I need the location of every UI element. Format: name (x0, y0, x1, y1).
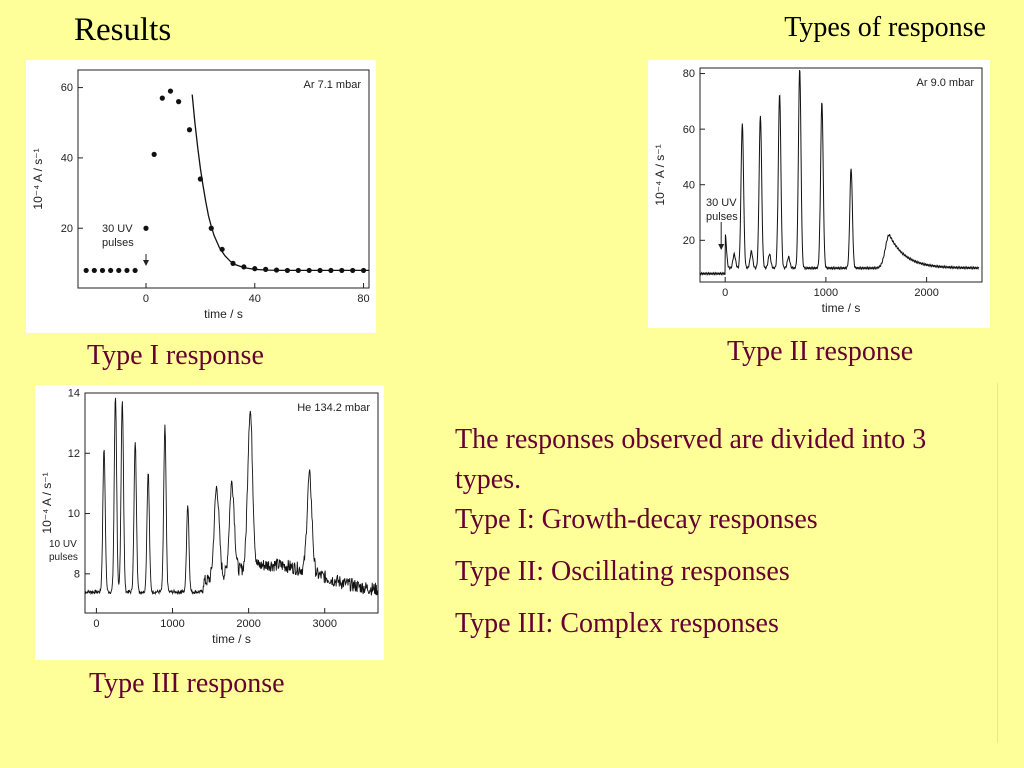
description-item-1: Type I: Growth-decay responses (455, 504, 818, 535)
slide-subtitle: Types of response (784, 12, 986, 43)
y-axis-label: 10⁻⁴ A / s⁻¹ (31, 148, 45, 209)
pulse-arrow-head (718, 244, 725, 250)
x-tick-label: 40 (249, 293, 261, 305)
chart-type1: 0 40 80 20 40 60 time / s 10⁻⁴ A / s⁻¹ Ar 7.1 mb… (31, 69, 370, 321)
description-item-3: Type III: Complex responses (455, 608, 779, 639)
y-tick-label: 60 (683, 124, 695, 136)
caption-type2: Type II response (727, 336, 914, 367)
data-point (91, 267, 97, 274)
y-axis-label: 10⁻⁴ A / s⁻¹ (653, 144, 667, 205)
chart-annotation: Ar 7.1 mbar (304, 79, 362, 91)
chart-type1-panel: 0 40 80 20 40 60 time / s 10⁻⁴ A / s⁻¹ Ar 7.1 mb… (26, 60, 376, 333)
data-point (328, 267, 334, 274)
data-point (230, 260, 236, 266)
data-point (186, 127, 193, 133)
series-line (84, 397, 379, 596)
data-point (350, 267, 356, 274)
x-axis-label: time / s (822, 301, 861, 315)
data-point (252, 266, 258, 272)
series-line (699, 70, 980, 276)
plot-frame (84, 392, 379, 614)
data-point (124, 267, 130, 274)
x-tick-label: 0 (722, 287, 728, 299)
y-tick-label: 80 (683, 68, 695, 80)
pulse-label: 10 UV (49, 539, 77, 550)
x-tick-label: 2000 (236, 618, 260, 630)
y-tick-label: 20 (61, 223, 73, 235)
slide-title: Results (74, 12, 172, 48)
data-point (263, 266, 269, 272)
y-tick-label: 10 (68, 508, 80, 520)
data-point (197, 176, 203, 182)
description: The responses observed are divided into … (455, 420, 975, 644)
data-point (132, 267, 138, 274)
x-tick-label: 3000 (312, 618, 336, 630)
x-axis-label: time / s (212, 632, 251, 646)
data-point (167, 88, 174, 94)
chart-annotation: Ar 9.0 mbar (917, 77, 975, 89)
description-intro: The responses observed are divided into … (455, 424, 927, 495)
x-axis-label: time / s (204, 307, 243, 321)
x-tick-label: 2000 (914, 287, 938, 299)
y-tick-label: 8 (74, 568, 80, 580)
data-point (176, 99, 182, 105)
data-point (151, 151, 157, 157)
chart-type2-panel: 0 1000 2000 20 40 60 80 time / s 10⁻⁴ A / s⁻¹ Ar … (648, 60, 990, 328)
data-point (159, 95, 165, 101)
data-point (360, 267, 367, 274)
y-tick-label: 14 (68, 388, 80, 400)
caption-type3: Type III response (89, 668, 285, 699)
data-point (241, 264, 247, 270)
x-tick-label: 0 (93, 618, 99, 630)
y-tick-label: 12 (68, 448, 80, 460)
y-tick-label: 60 (61, 82, 73, 94)
data-point (317, 267, 323, 274)
y-tick-label: 20 (683, 235, 695, 247)
y-axis-label: 10⁻⁴ A / s⁻¹ (40, 472, 54, 533)
data-point (295, 267, 301, 274)
pulse-arrow-head (142, 260, 149, 266)
x-tick-label: 0 (143, 293, 149, 305)
pulse-label: 30 UV (706, 197, 737, 209)
chart-type3: 0 1000 2000 3000 8 10 12 14 time / s 10⁻⁴ A / s⁻¹… (40, 388, 379, 646)
description-item-2: Type II: Oscillating responses (455, 556, 790, 587)
data-point (208, 225, 214, 231)
fit-curve (191, 94, 369, 272)
data-point (108, 267, 114, 274)
x-tick-label: 1000 (814, 287, 838, 299)
pulse-label: pulses (102, 237, 134, 249)
x-tick-label: 1000 (160, 618, 184, 630)
pulse-label: 30 UV (102, 223, 133, 235)
chart-type3-panel: 0 1000 2000 3000 8 10 12 14 time / s 10⁻⁴ A / s⁻¹… (35, 385, 384, 660)
data-point (284, 267, 291, 274)
x-tick-label: 80 (357, 293, 369, 305)
chart-type2: 0 1000 2000 20 40 60 80 time / s 10⁻⁴ A / s⁻¹ Ar … (653, 67, 983, 315)
plot-frame (77, 69, 370, 289)
caption-type1: Type I response (87, 340, 264, 371)
data-point (339, 267, 345, 274)
y-tick-label: 40 (683, 179, 695, 191)
data-point (306, 267, 312, 274)
pulse-label: pulses (49, 552, 78, 563)
data-point (143, 225, 149, 231)
pulse-label: pulses (706, 211, 738, 223)
chart-annotation: He 134.2 mbar (297, 402, 370, 414)
plot-frame (699, 67, 983, 283)
y-tick-label: 40 (61, 153, 73, 165)
data-point (99, 267, 106, 274)
divider-line (997, 383, 998, 743)
data-point (116, 267, 122, 274)
data-point (273, 267, 280, 273)
data-point (83, 267, 89, 274)
data-point (219, 246, 225, 252)
